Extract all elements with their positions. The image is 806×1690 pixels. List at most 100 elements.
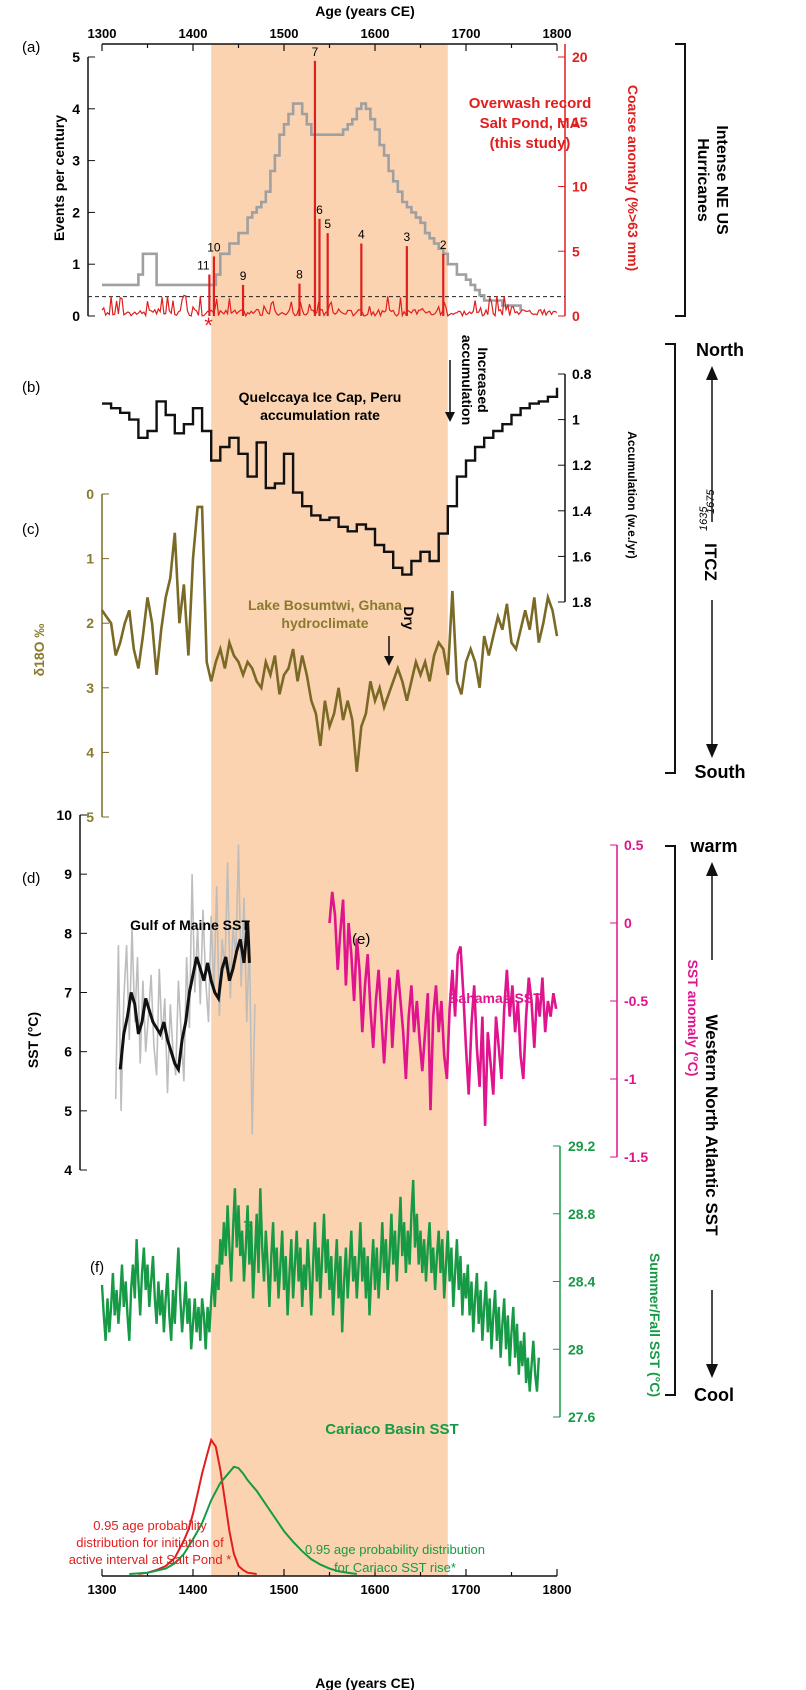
panel-a-left-tick-label: 5: [72, 49, 80, 65]
event-label-11: 11: [197, 259, 210, 273]
panel-c-title-line-1: Lake Bosumtwi, Ghana: [248, 597, 402, 613]
top-age-axis: 1300 1400 1500 1600 1700 1800: [88, 26, 572, 51]
quelccaya-accumulation-line: [102, 387, 559, 576]
cariaco-probability-label-1: 0.95 age probability distribution: [305, 1542, 485, 1557]
right-side-annotations: Intense NE US Hurricanes North South ITC…: [665, 43, 746, 1405]
panel-e-tick-label: 0: [624, 915, 632, 931]
panel-a-title-line-3: (this study): [490, 135, 571, 152]
hurricane-bracket: [675, 43, 686, 317]
panel-b-title-line-1: Quelccaya Ice Cap, Peru: [239, 389, 402, 405]
age-tick-label: 1400: [179, 1582, 208, 1597]
panel-f-ylabel: Summer/Fall SST (°C): [647, 1253, 663, 1397]
top-axis-label: Age (years CE): [315, 3, 415, 19]
events-per-century-line: [102, 102, 522, 311]
panel-f-tick-label: 28: [568, 1341, 584, 1357]
itcz-label: ITCZ: [701, 543, 720, 581]
age-tick-label: 1300: [88, 26, 117, 41]
panel-a-right-tick-label: 20: [572, 49, 588, 65]
panel-a-left-ylabel: Events per century: [51, 115, 67, 241]
event-number-labels: 11 10 9 8 7 65 4 3 2: [197, 45, 447, 283]
north-label: North: [696, 340, 744, 360]
event-label-2: 2: [440, 238, 447, 252]
panel-e-title: Bahamas SST: [448, 990, 542, 1006]
sst-bracket: [665, 845, 676, 1396]
salt-pond-age-probability-line: [138, 1437, 257, 1575]
panel-f-title: Cariaco Basin SST: [325, 1421, 458, 1438]
panel-d-letter: (d): [22, 870, 40, 887]
panel-d-title: Gulf of Maine SST: [130, 917, 250, 933]
age-tick-label: 1400: [179, 26, 208, 41]
gulf-of-maine-smoothed-line: [118, 921, 251, 1074]
salt-pond-probability-label-2: distribution for initiation of: [76, 1535, 224, 1550]
dry-arrow: [384, 636, 394, 666]
panel-f-letter: (f): [90, 1259, 104, 1276]
red-star-marker: *: [204, 313, 213, 338]
panel-d-tick-label: 7: [64, 985, 72, 1001]
panel-f-tick-label: 28.4: [568, 1274, 595, 1290]
warm-label: warm: [689, 836, 737, 856]
hurricane-label-line-2: Hurricanes: [694, 138, 711, 222]
salt-pond-probability-label-1: 0.95 age probability: [93, 1518, 207, 1533]
panel-b-axis: 0.8 1 1.2 1.4 1.6 1.8: [558, 366, 592, 610]
panel-e-tick-label: 0.5: [624, 837, 644, 853]
cariaco-age-probability-line: [129, 1465, 357, 1575]
event-label-9: 9: [240, 269, 247, 283]
panel-e: 0.5 0 -0.5 -1 -1.5 Bahamas SST SST anomaly (…: [328, 837, 701, 1165]
cariaco-probability-label-2: for Cariaco SST rise*: [334, 1560, 456, 1575]
panel-d-axis: 4 5 6 7 8 9 10: [56, 807, 87, 1178]
age-tick-label: 1800: [543, 1582, 572, 1597]
annotation-1635: 1635: [698, 506, 710, 531]
panel-c-tick-label: 4: [86, 744, 94, 760]
panel-c-tick-label: 2: [86, 615, 94, 631]
panel-d-tick-label: 4: [64, 1162, 72, 1178]
panel-d: 4 5 6 7 8 9 10 Gulf of Maine SST SST (°C): [25, 807, 256, 1178]
panel-d-tick-label: 9: [64, 866, 72, 882]
panel-c: 0 1 2 3 4 5 Lake Bosumtwi, Ghana hydroclimate…: [31, 486, 559, 825]
panel-c-tick-label: 5: [86, 809, 94, 825]
panel-c-ylabel: δ18O ‰: [31, 624, 47, 677]
itcz-bracket: [665, 343, 676, 774]
salt-pond-probability-label-3: active interval at Salt Pond *: [69, 1552, 232, 1567]
event-label-4: 4: [358, 227, 365, 241]
panel-e-tick-label: -1: [624, 1071, 637, 1087]
panel-e-tick-label: -0.5: [624, 993, 648, 1009]
panel-b-tick-label: 1.4: [572, 503, 592, 519]
age-tick-label: 1800: [543, 26, 572, 41]
panel-a-left-tick-label: 3: [72, 153, 80, 169]
event-label-10: 10: [207, 240, 221, 254]
panel-a-letter: (a): [22, 39, 40, 56]
panel-a-left-tick-label: 2: [72, 204, 80, 220]
panel-a-right-tick-label: 5: [572, 243, 580, 259]
panel-d-tick-label: 6: [64, 1044, 72, 1060]
panel-e-letter: (e): [352, 931, 370, 948]
age-probability-panel: 0.95 age probability distribution for in…: [69, 1437, 485, 1575]
panel-a-right-tick-label: 10: [572, 179, 588, 195]
bottom-axis-label: Age (years CE): [315, 1675, 415, 1690]
panel-b-tick-label: 1.2: [572, 457, 592, 473]
panel-f: 27.6 28 28.4 28.8 29.2 Cariaco Basin SST * S…: [100, 1138, 663, 1438]
panel-c-letter: (c): [22, 521, 40, 538]
event-label-7: 7: [312, 45, 319, 59]
panel-b-tick-label: 0.8: [572, 366, 592, 382]
warm-arrowhead: [706, 862, 718, 876]
cariaco-sst-line: [100, 1179, 540, 1392]
cool-label: Cool: [694, 1385, 734, 1405]
event-label-8: 8: [296, 268, 303, 282]
coarse-anomaly-series: [101, 60, 558, 318]
panel-f-tick-label: 28.8: [568, 1206, 595, 1222]
panel-f-tick-label: 29.2: [568, 1138, 595, 1154]
panel-c-axis: 0 1 2 3 4 5: [86, 486, 109, 825]
panel-e-tick-label: -1.5: [624, 1149, 648, 1165]
panel-c-tick-label: 1: [86, 551, 94, 567]
increased-accumulation-line-1: Increased: [475, 347, 491, 412]
shaded-interval: [211, 44, 448, 1576]
panel-a-right-tick-label: 0: [572, 308, 580, 324]
increased-accumulation-line-2: accumulation: [459, 335, 475, 425]
panel-f-axis: 27.6 28 28.4 28.8 29.2: [553, 1138, 595, 1425]
panel-d-tick-label: 5: [64, 1103, 72, 1119]
panel-b-tick-label: 1: [572, 412, 580, 428]
event-label-3: 3: [404, 230, 411, 244]
panel-c-tick-label: 0: [86, 486, 94, 502]
